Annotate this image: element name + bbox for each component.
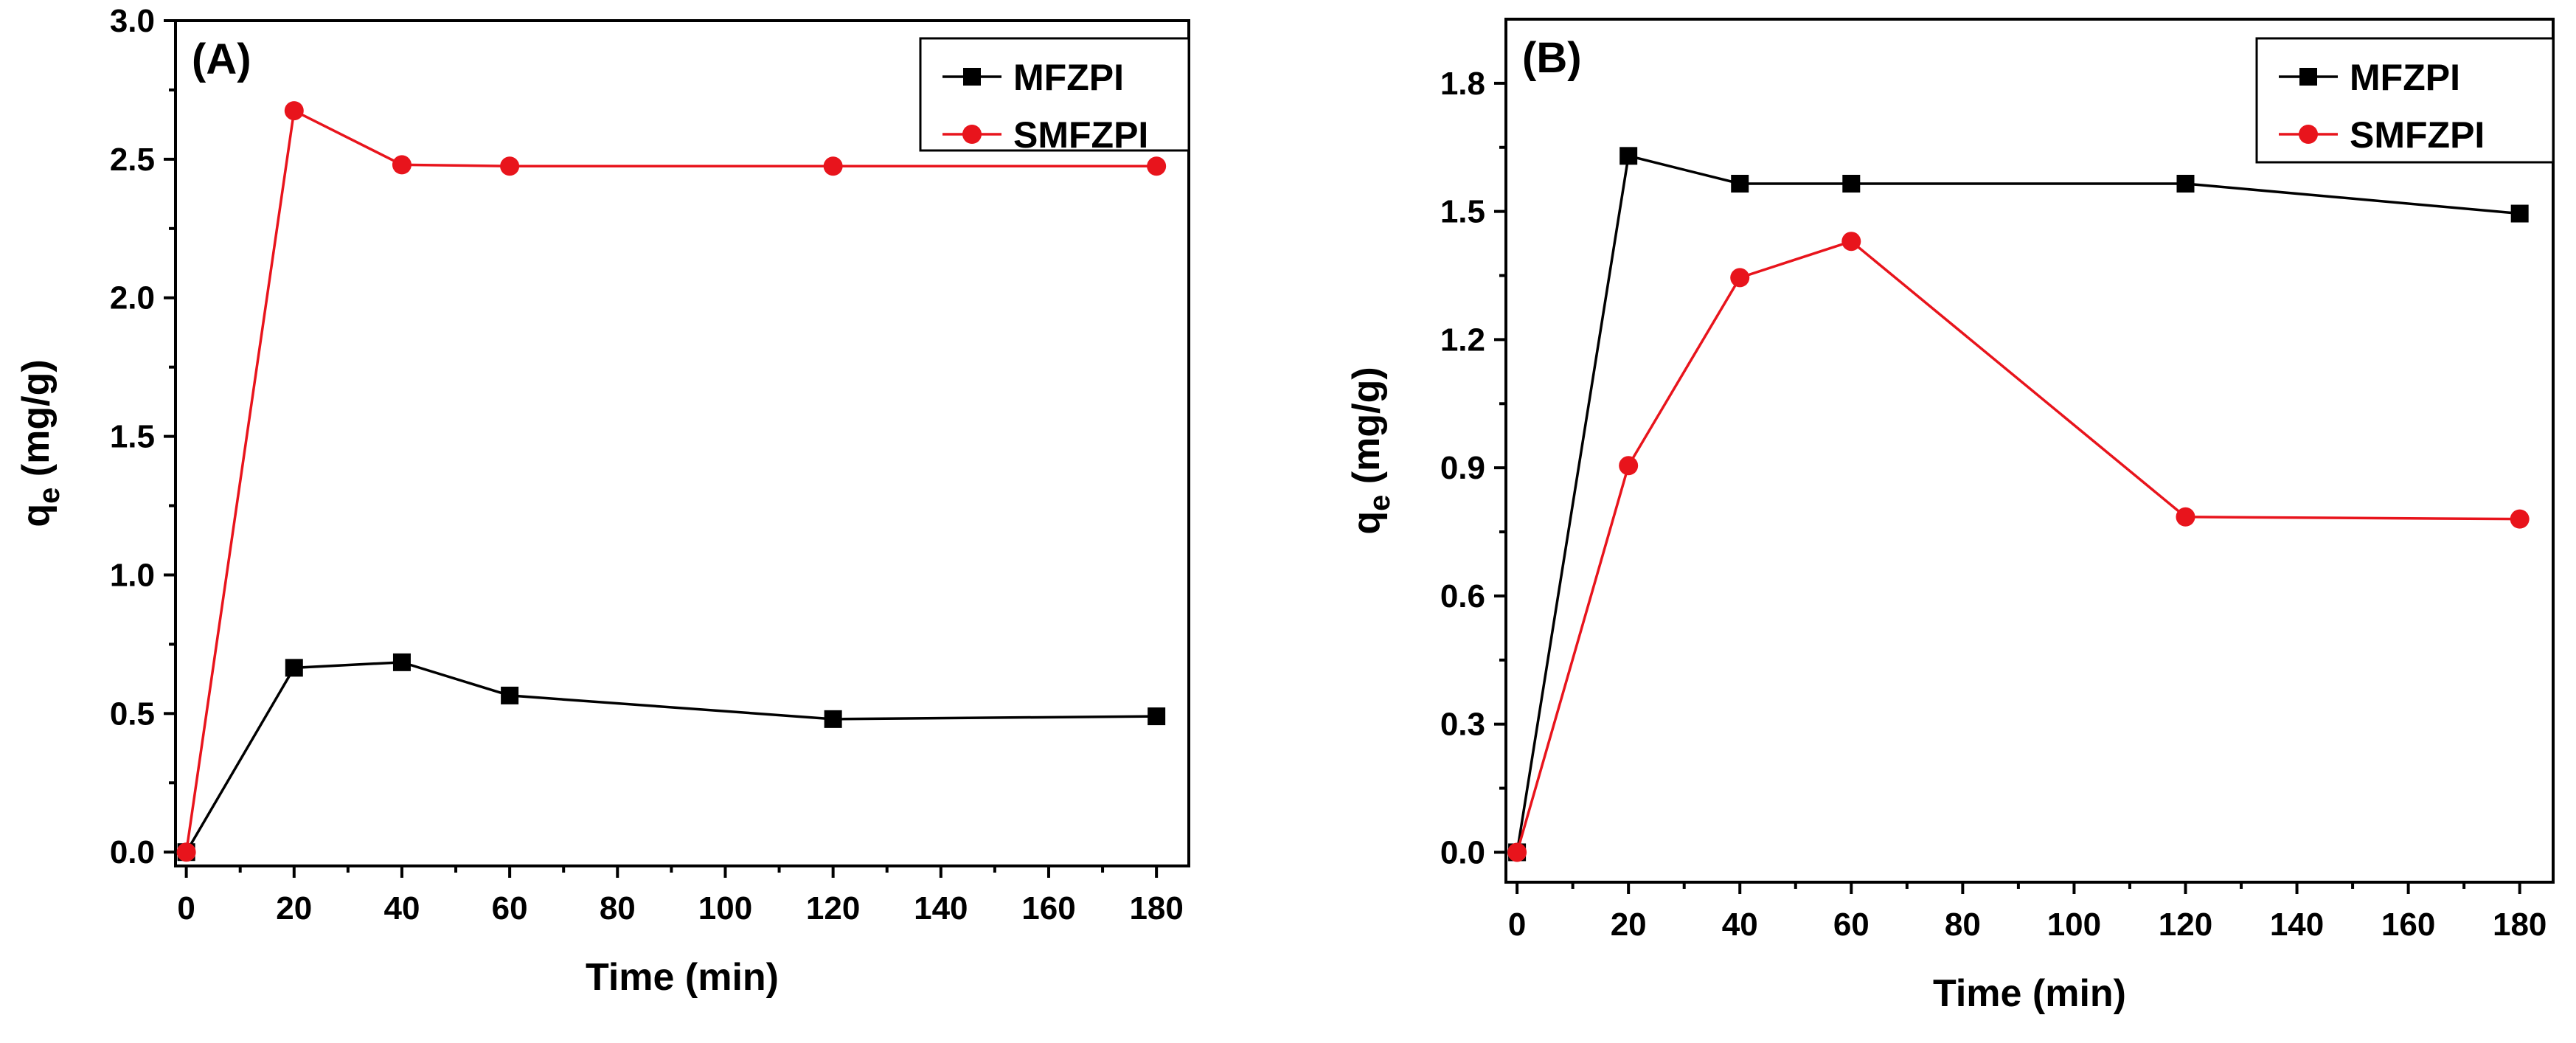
y-axis-title: qe (mg/g): [1345, 367, 1396, 534]
legend-label-smfzpi: SMFZPI: [2350, 114, 2485, 156]
data-point-smfzpi: [1507, 842, 1527, 862]
y-tick-label: 0.3: [1440, 707, 1485, 743]
data-point-mfzpi: [285, 659, 303, 677]
y-axis-title-main: q: [1345, 511, 1388, 535]
x-tick-label: 60: [1833, 907, 1869, 943]
y-tick-label: 2.5: [110, 142, 155, 178]
x-tick-label: 180: [2493, 907, 2547, 943]
data-point-mfzpi: [392, 653, 411, 671]
legend-label-mfzpi: MFZPI: [2350, 57, 2460, 98]
data-point-smfzpi: [1841, 232, 1861, 252]
x-tick-label: 80: [1945, 907, 1981, 943]
x-tick-label: 160: [2381, 907, 2435, 943]
data-point-smfzpi: [823, 156, 843, 176]
legend-marker-circle: [2299, 125, 2318, 144]
x-tick-label: 40: [1722, 907, 1758, 943]
series-line-smfzpi: [1516, 240, 2520, 853]
y-tick-label: 0.6: [1440, 578, 1485, 614]
x-tick-label: 180: [1129, 890, 1183, 926]
x-tick-label: 140: [914, 890, 968, 926]
series-line-mfzpi: [1516, 154, 2520, 853]
y-tick-label: 0.0: [1440, 834, 1485, 870]
data-point-mfzpi: [1619, 147, 1638, 165]
plot-frame: [1504, 18, 2555, 884]
data-point-mfzpi: [1148, 707, 1166, 726]
x-tick-label: 60: [492, 890, 528, 926]
x-tick-label: 140: [2270, 907, 2324, 943]
y-tick-label: 1.2: [1440, 322, 1485, 358]
data-point-smfzpi: [284, 101, 304, 121]
x-tick-label: 160: [1021, 890, 1075, 926]
y-axis-title-main: q: [15, 504, 58, 527]
series-line-mfzpi: [185, 661, 1157, 853]
data-point-mfzpi: [1842, 174, 1861, 193]
y-axis-title-sub: e: [33, 488, 66, 504]
y-tick-label: 0.9: [1440, 450, 1485, 486]
data-point-mfzpi: [1731, 174, 1749, 193]
y-axis-title-unit: (mg/g): [1345, 367, 1388, 494]
chart-b-svg: 0 20 40 60 80 100 120 140 160 180 0.0 0.3 0.6 0.9 1.2 1…: [1345, 18, 2555, 1015]
data-point-smfzpi: [1147, 156, 1167, 176]
data-point-mfzpi: [2510, 204, 2529, 223]
plot-frame: [174, 19, 1190, 867]
data-point-smfzpi: [1730, 268, 1750, 288]
data-point-smfzpi: [2510, 509, 2530, 529]
data-point-smfzpi: [392, 155, 412, 175]
x-tick-label: 0: [1508, 907, 1526, 943]
x-tick-label: 0: [177, 890, 195, 926]
data-point-mfzpi: [501, 686, 519, 704]
x-tick-label: 120: [806, 890, 860, 926]
data-point-smfzpi: [176, 842, 196, 862]
data-point-smfzpi: [2176, 507, 2195, 527]
y-tick-label: 0.5: [110, 696, 155, 732]
data-point-smfzpi: [1619, 456, 1639, 476]
y-tick-label: 1.5: [1440, 194, 1485, 230]
y-axis-title-sub: e: [1364, 495, 1396, 511]
legend-label-smfzpi: SMFZPI: [1013, 114, 1148, 156]
y-axis-title-unit: (mg/g): [15, 359, 58, 487]
panel-label: (A): [192, 35, 251, 83]
x-tick-label: 20: [276, 890, 312, 926]
chart-panel-b: 0 20 40 60 80 100 120 140 160 180 0.0 0.3 0.6 0.9 1.2 1…: [1288, 0, 2576, 1043]
x-tick-label: 20: [1611, 907, 1647, 943]
y-axis-title: qe (mg/g): [15, 359, 66, 527]
x-tick-label: 40: [383, 890, 420, 926]
x-tick-label: 100: [2047, 907, 2101, 943]
x-tick-label: 80: [600, 890, 636, 926]
x-axis-title: Time (min): [1933, 972, 2126, 1015]
data-point-mfzpi: [824, 710, 842, 728]
x-tick-label: 120: [2159, 907, 2212, 943]
chart-panel-a: 0 20 40 60 80 100 120 140 160 180 0.0 0.5 1.0 1.5 2.0 2…: [15, 3, 1190, 999]
panel-label: (B): [1522, 34, 1582, 82]
series-line-smfzpi: [184, 108, 1157, 853]
legend-label-mfzpi: MFZPI: [1013, 57, 1124, 98]
chart-a-svg: 0 20 40 60 80 100 120 140 160 180 0.0 0.5 1.0 1.5 2.0 2…: [15, 3, 1190, 999]
y-tick-label: 1.0: [110, 557, 155, 593]
y-tick-label: 3.0: [110, 3, 155, 39]
y-tick-label: 2.0: [110, 280, 155, 316]
legend-marker-square: [963, 68, 981, 86]
y-tick-label: 1.8: [1440, 66, 1485, 102]
y-tick-label: 0.0: [110, 834, 155, 870]
legend-marker-square: [2299, 68, 2317, 86]
data-point-smfzpi: [500, 156, 520, 176]
y-tick-label: 1.5: [110, 419, 155, 455]
legend-marker-circle: [962, 125, 982, 144]
data-point-mfzpi: [2176, 174, 2195, 193]
x-tick-label: 100: [698, 890, 752, 926]
x-axis-title: Time (min): [586, 956, 779, 999]
